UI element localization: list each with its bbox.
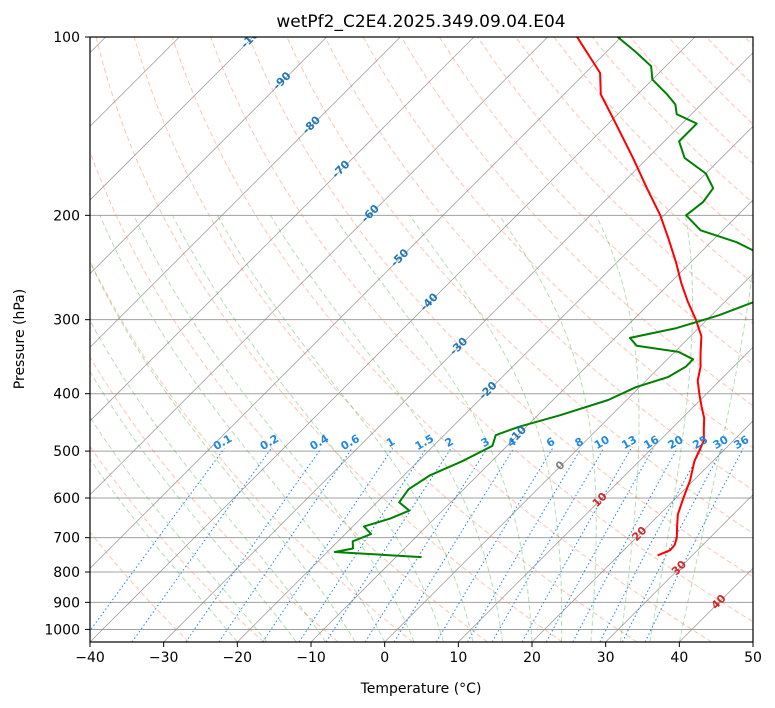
x-tick-label: 40	[670, 650, 688, 666]
isotherm-grid	[90, 37, 753, 642]
x-tick-label: −40	[75, 650, 105, 666]
moist-adiabat-line	[90, 260, 356, 642]
x-tick-label: 10	[449, 650, 467, 666]
isotherm-line	[310, 199, 753, 642]
moist-adiabat-line	[133, 215, 415, 642]
isobar-grid	[90, 37, 753, 630]
y-axis-label: Pressure (hPa)	[12, 289, 28, 389]
y-tick-label: 400	[53, 387, 80, 403]
plot-area: 0.10.20.40.611.52346810131620253036-100-…	[90, 37, 753, 642]
y-tick-label: 700	[53, 531, 80, 547]
y-tick-label: 600	[53, 491, 80, 507]
chart-title: wetPf2_C2E4.2025.349.09.04.E04	[276, 12, 565, 32]
y-tick-label: 300	[53, 313, 80, 329]
dry-adiabat-line	[438, 37, 753, 366]
isotherm-line	[163, 52, 753, 642]
y-tick-label: 900	[53, 595, 80, 611]
isotherm-line	[90, 37, 696, 642]
y-tick-label: 100	[53, 30, 80, 46]
dry-adiabat-line	[133, 37, 638, 642]
isotherm-line	[531, 420, 753, 642]
x-axis-ticks: −40 −30 −20 −10 0 10 20 30 40 50	[75, 642, 762, 666]
y-tick-label: 800	[53, 565, 80, 581]
mixing-ratio-line	[644, 448, 744, 642]
mixing-ratio-line	[185, 448, 322, 642]
x-tick-label: 50	[744, 650, 762, 666]
moist-adiabat-line	[90, 319, 327, 642]
dry-adiabat-line	[95, 37, 563, 642]
mixing-ratio-line	[393, 448, 515, 642]
isotherm-line	[605, 494, 753, 642]
dry-adiabat-line	[90, 531, 190, 642]
moist-adiabat-line	[498, 215, 597, 642]
temperature-profile-line	[576, 37, 706, 557]
dry-adiabat-line	[324, 37, 753, 491]
mixing-ratio-line	[467, 448, 582, 642]
x-tick-label: −10	[296, 650, 326, 666]
moist-adiabat-line	[90, 416, 268, 642]
isotherm-line	[90, 37, 327, 275]
x-tick-label: 0	[380, 650, 389, 666]
isotherm-line	[90, 37, 548, 496]
x-axis-label: Temperature (°C)	[360, 681, 482, 697]
dry-adiabat-line	[400, 37, 753, 407]
mixing-ratio-line	[131, 448, 272, 642]
x-tick-label: −20	[223, 650, 253, 666]
moist-adiabat-line	[90, 458, 238, 642]
dry-adiabat-line	[90, 259, 414, 642]
x-tick-label: −30	[149, 650, 179, 666]
isotherm-line	[90, 37, 622, 569]
dry-adiabat-line	[248, 37, 753, 578]
mixing-ratio-line	[298, 448, 427, 642]
x-tick-label: 30	[597, 650, 615, 666]
mixing-ratio-line	[621, 448, 723, 642]
y-axis-ticks: 100 200 300 400 500 600 700 800 900 1000	[44, 30, 90, 638]
moist-adiabat-line	[90, 370, 297, 642]
y-tick-label: 500	[53, 444, 80, 460]
moist-adiabat-line	[269, 215, 503, 642]
isotherm-line	[384, 273, 753, 642]
isotherm-line	[458, 346, 753, 642]
dry-adiabat-line	[515, 37, 753, 284]
isotherm-line	[237, 125, 753, 642]
mixing-ratio-line	[364, 448, 488, 642]
mixing-ratio-line	[521, 448, 632, 642]
mixing-ratio-lines	[90, 448, 744, 642]
mixing-ratio-line	[262, 448, 393, 642]
moist-adiabat-line	[649, 215, 693, 642]
sounding-series	[333, 37, 753, 559]
dry-adiabat-line	[90, 150, 488, 642]
x-tick-label: 20	[523, 650, 541, 666]
mixing-ratio-line	[435, 448, 553, 642]
plot-frame	[89, 36, 754, 643]
dry-adiabat-line	[90, 445, 264, 642]
y-tick-label: 1000	[44, 622, 80, 638]
y-tick-label: 200	[53, 208, 80, 224]
dry-adiabat-line	[210, 37, 753, 623]
dry-adiabats	[90, 37, 753, 642]
moist-adiabat-line	[172, 215, 445, 642]
isotherm-line	[90, 37, 254, 201]
moist-adiabat-line	[678, 264, 753, 642]
mixing-ratio-line	[218, 448, 353, 642]
moist-adiabat-line	[99, 215, 386, 642]
mixing-ratio-line	[545, 448, 654, 642]
moist-adiabat-line	[409, 215, 563, 642]
dewpoint-profile-line	[333, 37, 753, 559]
isotherm-line	[90, 37, 475, 422]
dry-adiabat-line	[90, 356, 339, 642]
moist-adiabats	[90, 215, 753, 642]
isotherm-line	[90, 37, 401, 348]
dry-adiabat-line	[171, 37, 712, 642]
moist-adiabat-line	[595, 215, 640, 642]
mixing-ratio-line	[325, 448, 452, 642]
